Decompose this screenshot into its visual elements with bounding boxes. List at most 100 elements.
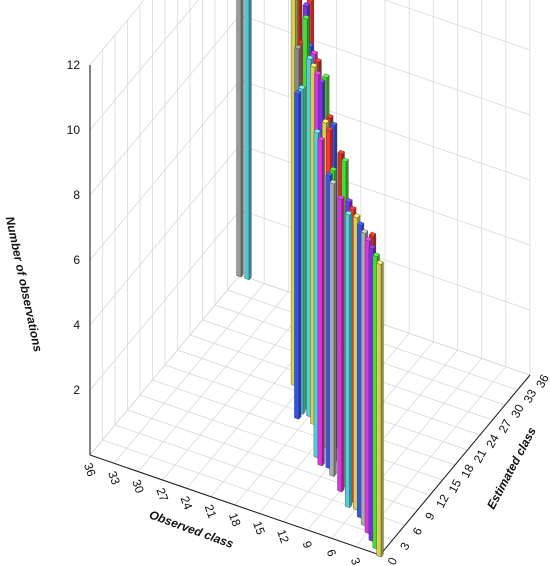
- z-tick-label: 30: [508, 402, 527, 421]
- x-axis-label: Observed class: [147, 507, 235, 551]
- bar-side-face: [298, 91, 302, 420]
- y-tick-label: 10: [67, 123, 81, 137]
- z-tick-label: 3: [397, 540, 413, 553]
- wall-grid-line: [89, 144, 241, 326]
- wall-grid-line: [239, 144, 531, 246]
- y-tick-label: 8: [73, 188, 80, 202]
- bar-front-face: [345, 213, 350, 508]
- x-tick-label: 27: [153, 486, 171, 504]
- floor-grid-line: [139, 394, 431, 496]
- bar-top-face: [317, 136, 325, 142]
- x-tick-label: 9: [300, 539, 316, 550]
- bar-top-face: [376, 260, 384, 265]
- bar-top-face: [345, 210, 353, 216]
- x-tick-label: 0: [372, 564, 388, 566]
- bar: [376, 260, 384, 558]
- bar: [236, 0, 244, 278]
- bar-top-face: [372, 252, 380, 258]
- bar-top-face: [345, 197, 353, 203]
- tick-labels: 2468101236333027242118151296300369121518…: [67, 58, 550, 566]
- bar-top-face: [368, 231, 377, 237]
- z-tick-label: 36: [533, 372, 550, 391]
- bar-front-face: [317, 139, 323, 467]
- x-tick-label: 3: [348, 556, 364, 566]
- z-tick-label: 12: [433, 492, 452, 511]
- wall-grid-line: [239, 209, 531, 311]
- bar-top-face: [329, 179, 337, 185]
- y-tick-label: 6: [73, 253, 80, 267]
- x-tick-label: 33: [105, 469, 123, 487]
- z-tick-label: 18: [458, 462, 477, 481]
- bar-side-face: [240, 0, 244, 278]
- z-tick-label: 0: [385, 555, 401, 566]
- bar-front-face: [376, 262, 382, 558]
- bar-side-face: [349, 211, 353, 509]
- wall-grid-line: [89, 0, 145, 66]
- floor-grid-line: [152, 379, 443, 481]
- bar-top-face: [314, 70, 322, 76]
- bars: [236, 0, 384, 558]
- bar-top-face: [302, 14, 310, 20]
- wall-grid-line: [239, 79, 531, 181]
- y-tick-label: 12: [67, 58, 81, 72]
- bar-top-face: [294, 44, 302, 50]
- bar-top-face: [337, 149, 345, 155]
- wall-grid-line: [89, 209, 241, 391]
- bar-side-face: [380, 261, 384, 558]
- estimated-axis-line: [379, 374, 531, 556]
- bar-side-face: [248, 0, 252, 281]
- bar: [244, 0, 252, 281]
- bar-front-face: [244, 0, 250, 281]
- bar-top-face: [313, 128, 321, 134]
- x-tick-label: 30: [129, 478, 147, 496]
- bar-top-face: [337, 195, 345, 200]
- y-tick-label: 2: [73, 383, 80, 397]
- wall-grid-line: [383, 0, 531, 51]
- bar: [345, 210, 353, 509]
- floor-grid-line: [102, 439, 393, 541]
- bar-front-face: [236, 0, 242, 278]
- axes: [89, 65, 531, 556]
- bar: [294, 89, 302, 420]
- bar-top-face: [310, 62, 318, 68]
- bar-front-face: [294, 92, 299, 420]
- bar-top-face: [322, 73, 330, 79]
- bar-top-face: [356, 221, 365, 227]
- bar-top-face: [329, 166, 337, 172]
- x-tick-label: 24: [178, 494, 196, 512]
- x-tick-label: 6: [324, 547, 340, 558]
- bar-top-face: [353, 213, 361, 219]
- bar-side-face: [341, 196, 345, 493]
- x-tick-label: 18: [226, 511, 244, 529]
- x-tick-label: 21: [202, 503, 220, 521]
- bar-top-face: [298, 84, 306, 90]
- bar-side-face: [302, 86, 306, 415]
- wall-grid-line: [239, 274, 531, 376]
- y-axis-label: Number of observations: [3, 215, 45, 353]
- x-tick-label: 15: [250, 519, 268, 537]
- bar: [329, 179, 337, 478]
- bar-front-face: [337, 197, 343, 493]
- bar-top-face: [349, 205, 357, 211]
- bar-top-face: [330, 121, 338, 127]
- x-tick-label: 36: [81, 461, 99, 479]
- bar-top-face: [325, 126, 334, 132]
- bar-top-face: [364, 236, 372, 242]
- observed-axis-line: [89, 454, 381, 556]
- z-tick-label: 6: [410, 525, 426, 538]
- bar-top-face: [306, 55, 314, 60]
- bar-top-face: [325, 171, 333, 177]
- bar-top-face: [368, 244, 376, 250]
- wall-grid-line: [89, 79, 241, 261]
- bar-side-face: [322, 137, 325, 467]
- z-tick-label: 15: [446, 477, 465, 496]
- z-tick-label: 24: [483, 432, 502, 451]
- y-tick-label: 4: [73, 318, 80, 332]
- bar-top-face: [360, 229, 369, 234]
- bar-side-face: [333, 180, 337, 478]
- z-tick-label: 27: [496, 417, 515, 436]
- bar-top-face: [318, 78, 326, 84]
- bar: [317, 136, 325, 467]
- wall-grid-line: [89, 0, 199, 131]
